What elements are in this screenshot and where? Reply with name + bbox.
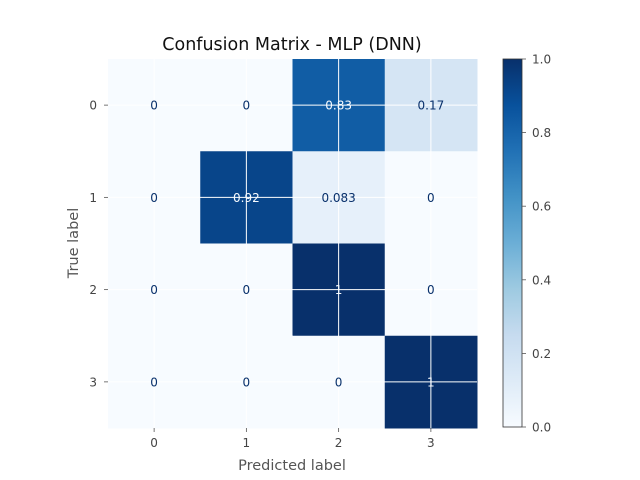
y-axis-ticks: 0 1 2 3	[89, 99, 108, 389]
cell-label-0-3: 0.17	[418, 99, 445, 113]
heatmap-cells	[108, 59, 478, 429]
cell-label-1-1: 0.92	[233, 191, 260, 205]
cell-label-2-3: 0	[427, 283, 435, 297]
cell-label-0-2: 0.83	[325, 99, 352, 113]
cell-label-2-2: 1	[335, 283, 343, 297]
cell-label-3-3: 1	[427, 375, 435, 389]
x-tick-label-0: 0	[150, 436, 158, 450]
colorbar-tick-label-5: 1.0	[532, 53, 551, 67]
cell-label-0-1: 0	[243, 99, 251, 113]
cell-label-3-0: 0	[150, 375, 158, 389]
cell-value-labels: 0 0 0.83 0.17 0 0.92 0.083 0 0 0 1 0 0 0 0 1	[150, 99, 444, 390]
y-tick-label-0: 0	[89, 99, 97, 113]
colorbar-tick-label-4: 0.8	[532, 126, 551, 140]
y-tick-label-1: 1	[89, 191, 97, 205]
colorbar-ticks: 0.0 0.2 0.4 0.6 0.8 1.0	[522, 53, 551, 435]
colorbar-tick-label-2: 0.4	[532, 273, 551, 287]
gridlines	[108, 59, 477, 428]
y-tick-label-3: 3	[89, 375, 97, 389]
x-axis-ticks: 0 1 2 3	[150, 428, 435, 450]
x-tick-label-2: 2	[335, 436, 343, 450]
cell-label-2-0: 0	[150, 283, 158, 297]
cell-label-0-0: 0	[150, 99, 158, 113]
x-tick-label-3: 3	[427, 436, 435, 450]
cell-label-1-3: 0	[427, 191, 435, 205]
cell-label-2-1: 0	[243, 283, 251, 297]
chart-title: Confusion Matrix - MLP (DNN)	[162, 35, 421, 55]
colorbar-tick-label-1: 0.2	[532, 347, 551, 361]
colorbar	[502, 58, 523, 428]
cell-label-1-0: 0	[150, 191, 158, 205]
cell-label-3-1: 0	[243, 375, 251, 389]
colorbar-tick-label-3: 0.6	[532, 200, 551, 214]
colorbar-tick-label-0: 0.0	[532, 421, 551, 435]
cell-label-3-2: 0	[335, 375, 343, 389]
cell-label-1-2: 0.083	[321, 191, 355, 205]
x-axis-title: Predicted label	[238, 458, 346, 474]
x-tick-label-1: 1	[243, 436, 251, 450]
y-axis-title: True label	[66, 208, 82, 279]
y-tick-label-2: 2	[89, 283, 97, 297]
